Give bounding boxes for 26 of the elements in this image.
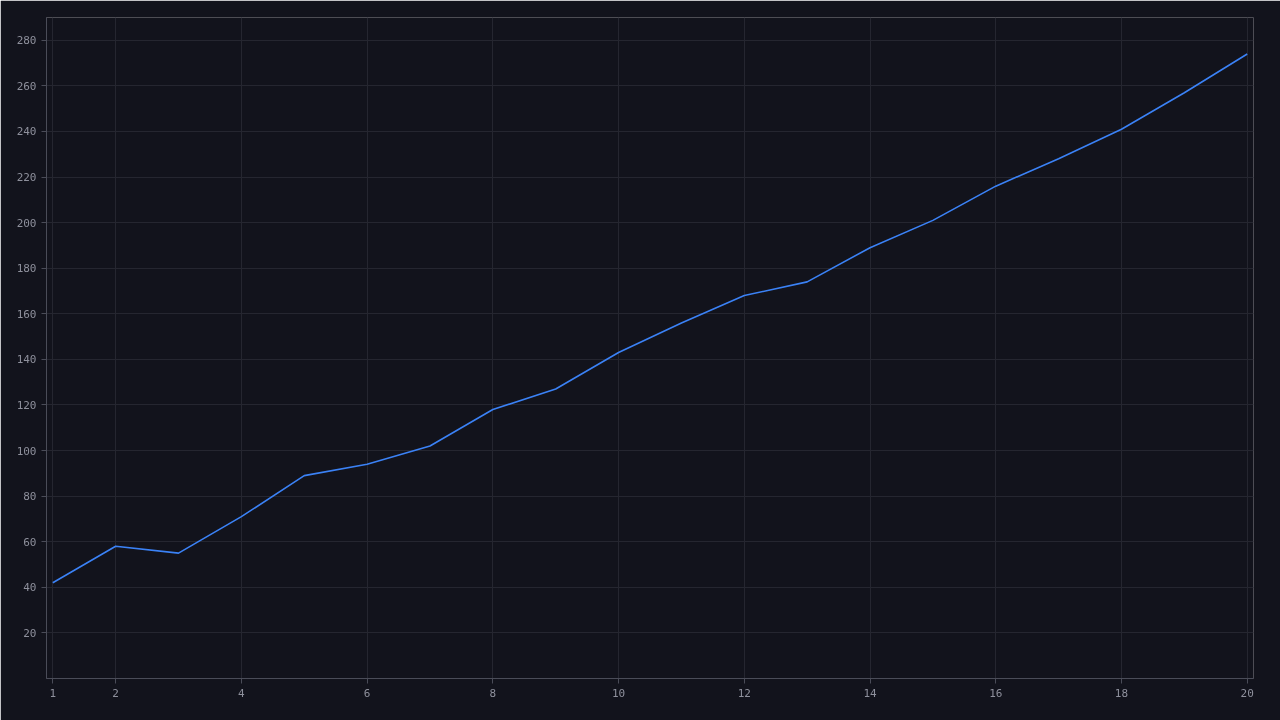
x-tick-label: 2	[112, 686, 119, 700]
x-tick-label: 18	[1114, 686, 1129, 700]
y-tick-label: 240	[16, 125, 37, 139]
y-tick-label: 280	[16, 34, 37, 48]
x-tick-label: 10	[611, 686, 626, 700]
y-tick-label: 100	[16, 444, 37, 458]
y-tick-label: 80	[23, 490, 37, 504]
x-tick-label: 12	[737, 686, 751, 700]
y-tick-label: 120	[16, 398, 37, 412]
y-tick-label: 60	[23, 535, 37, 549]
x-tick-label: 6	[363, 686, 371, 700]
y-tick-label: 160	[16, 307, 37, 321]
y-tick-label: 260	[16, 79, 37, 93]
x-tick-label: 16	[989, 686, 1003, 700]
y-tick-label: 220	[16, 171, 37, 185]
y-tick-label: 140	[16, 353, 37, 367]
x-tick-label: 8	[489, 686, 497, 700]
x-tick-label: 1	[49, 686, 57, 700]
x-tick-label: 4	[238, 686, 246, 700]
line-series	[51, 53, 1249, 584]
y-tick-label: 180	[16, 262, 37, 276]
y-tick-label: 40	[23, 581, 37, 595]
y-tick-label: 20	[23, 626, 37, 640]
x-tick-label: 14	[863, 686, 878, 700]
y-tick-label: 200	[16, 216, 37, 230]
x-tick-label: 20	[1240, 686, 1254, 700]
